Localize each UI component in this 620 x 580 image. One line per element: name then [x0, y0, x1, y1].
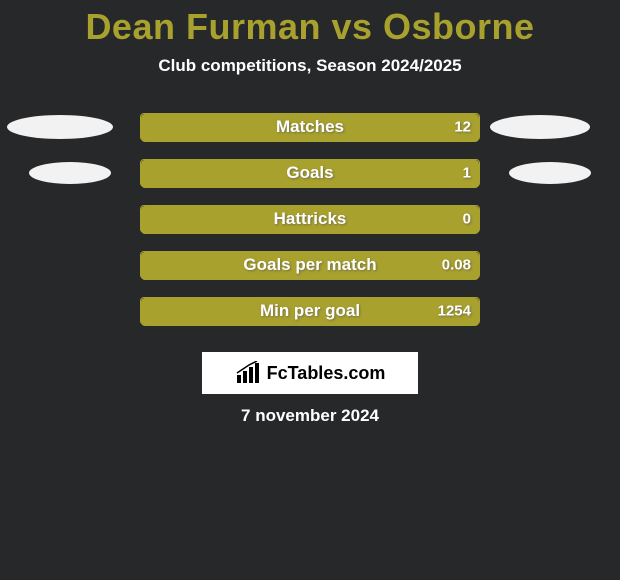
brand-text: FcTables.com: [267, 363, 386, 384]
stat-value-right: 1: [463, 165, 471, 182]
stat-bar: Goals 1: [140, 159, 480, 187]
stat-value-right: 12: [454, 119, 471, 136]
stat-bar: Min per goal 1254: [140, 297, 480, 325]
player-marker-left: [29, 162, 111, 184]
stat-bar: Matches 12: [140, 113, 480, 141]
page-title: Dean Furman vs Osborne: [0, 0, 620, 48]
date-text: 7 november 2024: [0, 406, 620, 426]
stat-row: Goals 1: [0, 150, 620, 196]
stat-row: Min per goal 1254: [0, 288, 620, 334]
player-marker-right: [509, 162, 591, 184]
stat-value-right: 0: [463, 211, 471, 228]
stat-label: Goals per match: [243, 255, 376, 275]
stat-row: Goals per match 0.08: [0, 242, 620, 288]
brand-box: FcTables.com: [202, 352, 418, 394]
player-marker-right: [490, 115, 590, 139]
page: Dean Furman vs Osborne Club competitions…: [0, 0, 620, 580]
stat-value-right: 0.08: [442, 257, 471, 274]
chart-icon: [235, 361, 263, 385]
stat-row: Hattricks 0: [0, 196, 620, 242]
stat-label: Matches: [276, 117, 344, 137]
stat-value-right: 1254: [438, 303, 471, 320]
page-subtitle: Club competitions, Season 2024/2025: [0, 56, 620, 76]
stat-label: Goals: [286, 163, 333, 183]
comparison-chart: Matches 12 Goals 1 Hattricks 0 Goals per match…: [0, 104, 620, 334]
stat-label: Min per goal: [260, 301, 360, 321]
stat-row: Matches 12: [0, 104, 620, 150]
player-marker-left: [7, 115, 113, 139]
stat-label: Hattricks: [274, 209, 347, 229]
stat-bar: Hattricks 0: [140, 205, 480, 233]
stat-bar: Goals per match 0.08: [140, 251, 480, 279]
